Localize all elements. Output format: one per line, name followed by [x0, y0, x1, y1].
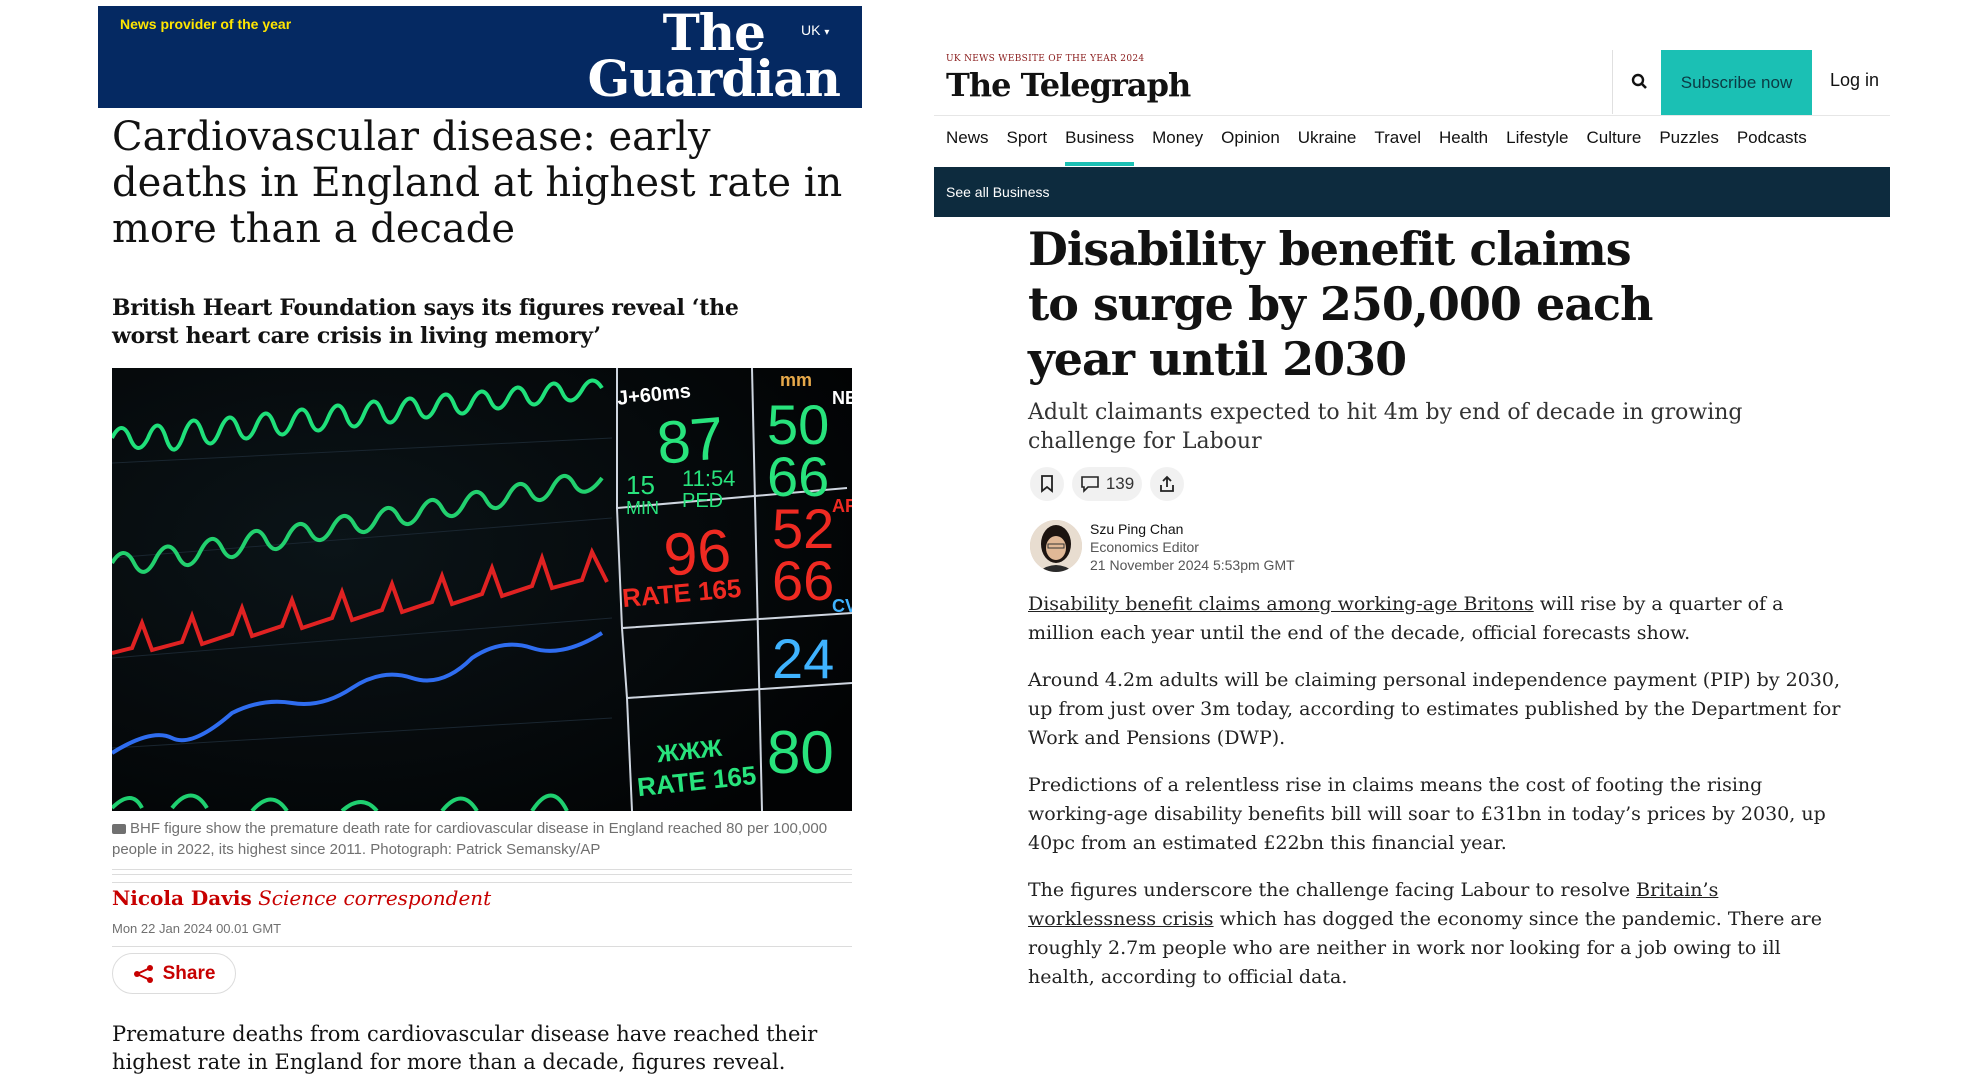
chevron-down-icon: ▾	[824, 27, 830, 38]
bookmark-icon	[1041, 475, 1053, 493]
divider	[112, 946, 852, 947]
nav-item-money[interactable]: Money	[1152, 128, 1204, 147]
readout-min-val: 15	[626, 470, 655, 500]
edition-selector[interactable]: UK ▾	[801, 22, 829, 38]
telegraph-paragraph-3: Predictions of a relentless rise in clai…	[1028, 774, 1826, 854]
telegraph-nav: News Sport Business Money Opinion Ukrain…	[946, 128, 1807, 166]
paragraph-4-start: The figures underscore the challenge fac…	[1028, 879, 1637, 901]
comments-button[interactable]: 139	[1072, 467, 1142, 501]
readout-edge-ne: NE	[832, 388, 852, 408]
nav-item-culture[interactable]: Culture	[1586, 128, 1642, 147]
nav-item-business[interactable]: Business	[1065, 128, 1135, 166]
bookmark-button[interactable]	[1030, 467, 1064, 501]
nav-item-ukraine[interactable]: Ukraine	[1297, 128, 1357, 147]
readout-min-label: MIN	[626, 498, 659, 518]
guardian-byline[interactable]: Nicola Davis Science correspondent	[112, 886, 491, 910]
inline-link-worklessness[interactable]: Britain’s worklessness crisis	[1028, 879, 1719, 930]
nav-item-news[interactable]: News	[946, 128, 989, 147]
comment-icon	[1081, 476, 1099, 493]
inline-link-disability-claims[interactable]: Disability benefit claims among working-…	[1028, 593, 1534, 615]
readout-red-b: 66	[772, 549, 835, 612]
search-button[interactable]	[1628, 70, 1652, 94]
readout-bottom-val: 80	[767, 719, 834, 786]
publish-date: Mon 22 Jan 2024 00.01 GMT	[112, 921, 282, 936]
telegraph-timestamp: 21 November 2024 5:53pm GMT	[1090, 557, 1295, 573]
share-label: Share	[162, 962, 216, 984]
guardian-body-paragraph: Premature deaths from cardiovascular dis…	[112, 1022, 818, 1074]
caption-rule	[112, 869, 852, 883]
nav-item-travel[interactable]: Travel	[1374, 128, 1421, 147]
telegraph-paragraph-2: Around 4.2m adults will be claiming pers…	[1028, 669, 1841, 749]
readout-time: 11:54	[682, 466, 736, 491]
author-role: Science correspondent	[258, 886, 492, 910]
guardian-award-text: News provider of the year	[120, 16, 292, 32]
telegraph-share-button[interactable]	[1150, 467, 1184, 501]
header-rule	[934, 115, 1890, 116]
telegraph-headline: Disability benefit claims to surge by 25…	[1028, 222, 1653, 386]
heart-monitor-photo: J+60ms mm 87 50 66 15 MIN 11:54 PED 96 R…	[112, 368, 852, 811]
paragraph-4-rest: which has dogged the economy since the p…	[1028, 908, 1823, 988]
header-separator	[1612, 50, 1613, 114]
author-avatar[interactable]	[1030, 520, 1082, 572]
telegraph-author-role: Economics Editor	[1090, 539, 1199, 555]
nav-item-puzzles[interactable]: Puzzles	[1659, 128, 1719, 147]
readout-red-a: 52	[772, 497, 835, 560]
telegraph-author-name[interactable]: Szu Ping Chan	[1090, 521, 1184, 537]
comment-count: 139	[1105, 474, 1135, 493]
see-all-business-link[interactable]: See all Business	[946, 184, 1050, 200]
guardian-standfirst: British Heart Foundation says its figure…	[112, 295, 739, 349]
nav-item-opinion[interactable]: Opinion	[1221, 128, 1280, 147]
paragraph-1-text: will rise by a quarter of a million each…	[1028, 593, 1784, 644]
section-subnav: See all Business	[934, 167, 1890, 217]
readout-mm: mm	[780, 370, 813, 390]
guardian-logo[interactable]: The Guardian	[587, 3, 841, 108]
guardian-header: News provider of the year UK ▾ The Guard…	[98, 6, 862, 108]
guardian-logo-line2: Guardian	[587, 49, 841, 108]
edition-label: UK	[801, 22, 821, 38]
subscribe-button[interactable]: Subscribe now	[1661, 50, 1812, 115]
telegraph-award-text: UK NEWS WEBSITE OF THE YEAR 2024	[946, 54, 1145, 64]
nav-item-lifestyle[interactable]: Lifestyle	[1506, 128, 1569, 147]
telegraph-standfirst: Adult claimants expected to hit 4m by en…	[1028, 400, 1743, 454]
share-button[interactable]: Share	[112, 953, 236, 994]
guardian-logo-line1: The	[662, 3, 766, 62]
nav-item-sport[interactable]: Sport	[1006, 128, 1048, 147]
readout-blue-val: 24	[772, 627, 835, 690]
readout-pressure-a: 50	[767, 393, 830, 456]
readout-pressure-b: 66	[767, 445, 830, 508]
login-link[interactable]: Log in	[1830, 70, 1880, 90]
photo-caption: BHF figure show the premature death rate…	[112, 818, 852, 860]
readout-edge-ar: AR	[832, 496, 852, 516]
share-icon	[133, 964, 153, 983]
readout-edge-cv: CV	[832, 596, 852, 616]
caption-text: BHF figure show the premature death rate…	[112, 820, 828, 858]
camera-icon	[112, 824, 126, 835]
guardian-headline: Cardiovascular disease: early deaths in …	[112, 114, 843, 252]
readout-ped: PED	[682, 490, 724, 512]
search-icon	[1631, 73, 1647, 89]
nav-item-health[interactable]: Health	[1438, 128, 1489, 147]
telegraph-logo[interactable]: The Telegraph	[946, 66, 1191, 104]
author-name[interactable]: Nicola Davis	[112, 886, 252, 910]
share-icon	[1160, 475, 1174, 492]
nav-item-podcasts[interactable]: Podcasts	[1736, 128, 1807, 147]
telegraph-paragraph-1: Disability benefit claims among working-…	[1028, 590, 1848, 648]
telegraph-paragraph-4: The figures underscore the challenge fac…	[1028, 876, 1848, 992]
